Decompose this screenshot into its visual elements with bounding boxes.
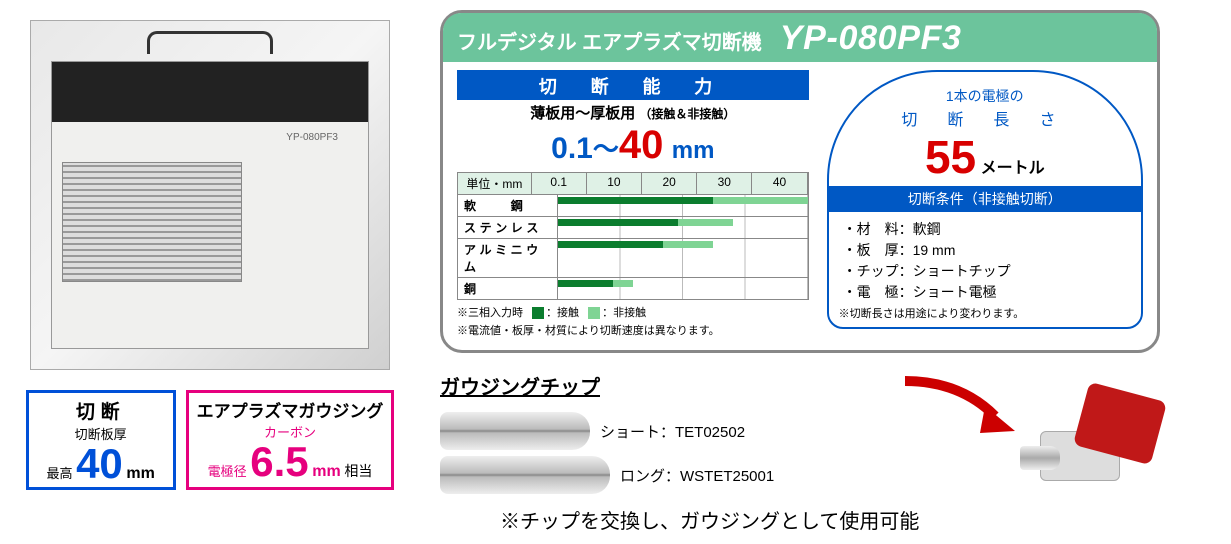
chart-row: 銅 xyxy=(458,278,808,299)
gouging-section: ガウジングチップ ショート：TET02502 ロング：WSTET25001 xyxy=(440,371,1200,501)
spec-value: 40 xyxy=(76,440,123,487)
left-column: YP-080PF3 切断 切断板厚 最高 40 mm エアプラズマガウジング カ… xyxy=(10,10,410,534)
electrode-cond-title: 切断条件（非接触切断） xyxy=(829,186,1141,212)
tip-image xyxy=(440,412,590,450)
product-model-label: YP-080PF3 xyxy=(286,132,338,143)
spec-title: 切断 xyxy=(37,397,165,424)
chart-legend: ※三相入力時 ：接触 ：非接触 xyxy=(457,304,809,320)
legend-swatch-noncontact xyxy=(588,307,600,319)
page: YP-080PF3 切断 切断板厚 最高 40 mm エアプラズマガウジング カ… xyxy=(0,0,1231,544)
gouging-title: ガウジングチップ xyxy=(440,371,600,400)
chart-note: ※電流値・板厚・材質により切断速度は異なります。 xyxy=(457,322,809,338)
right-column: フルデジタル エアプラズマ切断機 YP-080PF3 切 断 能 力 薄板用～厚… xyxy=(440,10,1200,534)
electrode-cond-list: ・材 料：軟鋼・板 厚：19 mm・チップ：ショートチップ・電 極：ショート電極 xyxy=(829,212,1141,305)
tip-label: ショート：TET02502 xyxy=(600,421,745,442)
chart-row: ステンレス xyxy=(458,217,808,239)
chart-row: アルミニウム xyxy=(458,239,808,278)
tip-image xyxy=(440,456,610,494)
tip-label: ロング：WSTET25001 xyxy=(620,465,774,486)
arrow-icon xyxy=(900,371,1020,441)
tip-row: ロング：WSTET25001 xyxy=(440,456,880,494)
spec-box-gouging: エアプラズマガウジング カーボン 電極径 6.5 mm 相当 xyxy=(186,390,395,490)
capacity-title: 切 断 能 力 xyxy=(457,70,809,100)
spec-value: 6.5 xyxy=(250,438,308,485)
product-photo: YP-080PF3 xyxy=(30,20,390,370)
info-header: フルデジタル エアプラズマ切断機 YP-080PF3 xyxy=(443,13,1157,62)
header-subtitle: フルデジタル エアプラズマ切断機 xyxy=(457,26,762,55)
header-model: YP-080PF3 xyxy=(780,19,962,58)
electrode-value: 55 xyxy=(925,131,976,183)
spec-title: エアプラズマガウジング xyxy=(197,397,384,422)
capacity-chart: 単位・mm0.110203040 軟 鋼ステンレスアルミニウム銅 xyxy=(457,172,809,300)
capacity-range: 0.1～40 mm xyxy=(457,123,809,168)
final-note: ※チップを交換し、ガウジングとして使用可能 xyxy=(500,505,1200,534)
spec-row: 切断 切断板厚 最高 40 mm エアプラズマガウジング カーボン 電極径 6.… xyxy=(10,390,410,490)
spec-box-cutting: 切断 切断板厚 最高 40 mm xyxy=(26,390,176,490)
torch-image xyxy=(1030,391,1160,491)
tip-row: ショート：TET02502 xyxy=(440,412,880,450)
info-panel: フルデジタル エアプラズマ切断機 YP-080PF3 切 断 能 力 薄板用～厚… xyxy=(440,10,1160,353)
capacity-column: 切 断 能 力 薄板用～厚板用 （接触＆非接触） 0.1～40 mm 単位・mm… xyxy=(457,70,809,338)
legend-swatch-contact xyxy=(532,307,544,319)
chart-row: 軟 鋼 xyxy=(458,195,808,217)
electrode-dome: 1本の電極の 切 断 長 さ 55 メートル 切断条件（非接触切断） ・材 料：… xyxy=(827,70,1143,329)
electrode-column: 1本の電極の 切 断 長 さ 55 メートル 切断条件（非接触切断） ・材 料：… xyxy=(827,70,1143,338)
